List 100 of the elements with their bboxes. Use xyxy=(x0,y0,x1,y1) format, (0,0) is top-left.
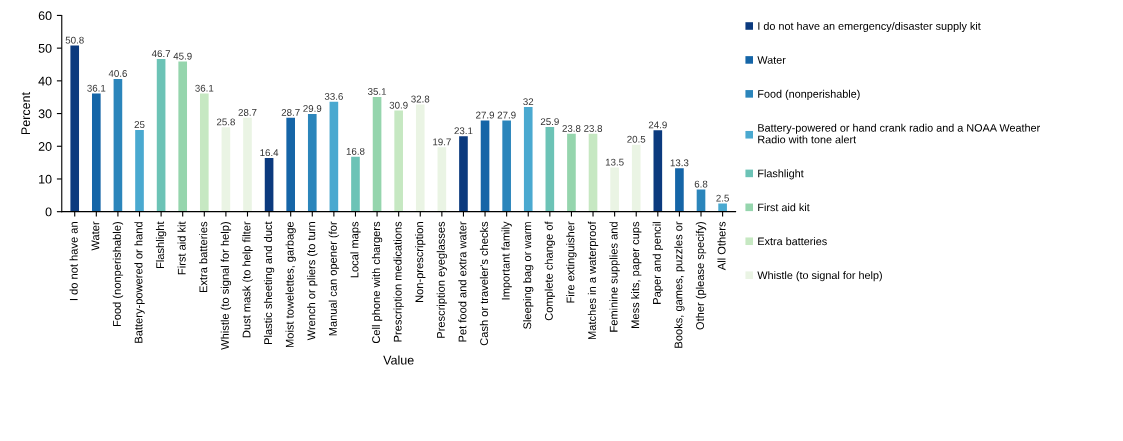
data-label: 23.8 xyxy=(584,125,603,132)
data-label: 28.7 xyxy=(238,109,257,116)
data-label: 32.8 xyxy=(411,95,430,103)
x-tick-label: Cash or traveler's checks xyxy=(479,221,489,346)
data-label: 33.6 xyxy=(324,92,343,100)
data-label: 23.8 xyxy=(562,125,581,132)
data-label: 20.5 xyxy=(627,135,646,143)
x-tick-label: Water xyxy=(91,221,100,251)
bar xyxy=(243,117,252,212)
x-tick-label: Fire extinguisher xyxy=(566,221,577,303)
bar xyxy=(286,117,295,212)
data-label: 29.9 xyxy=(303,105,322,112)
data-label: 27.9 xyxy=(497,111,516,119)
legend-label: Battery-powered or hand crank radio and a NOAA Weather Radio with tone alert xyxy=(758,123,1040,144)
x-tick-label: First aid kit xyxy=(177,221,186,275)
bar xyxy=(264,158,274,212)
x-tick-label: Complete change of xyxy=(544,221,556,321)
bar xyxy=(502,120,511,212)
legend-label: Flashlight xyxy=(758,169,804,180)
bar xyxy=(329,101,339,212)
x-tick-label: Moist towelettes, garbage xyxy=(285,221,296,348)
data-label: 36.1 xyxy=(87,84,106,92)
bar xyxy=(394,110,403,212)
bar xyxy=(567,133,576,212)
x-tick-label: Mess kits, paper cups xyxy=(631,221,642,328)
x-tick-label: Feminine supplies and xyxy=(609,222,620,332)
y-tick-label: 60 xyxy=(38,11,52,21)
x-tick-label: Sleeping bag or warm xyxy=(523,222,534,329)
data-label: 2.5 xyxy=(716,194,729,202)
data-label: 25.8 xyxy=(216,118,235,126)
data-label: 24.9 xyxy=(648,121,667,129)
y-tick-label: 50 xyxy=(38,43,52,53)
data-label: 32 xyxy=(523,98,534,106)
x-tick-label: Dust mask (to help filter xyxy=(242,221,253,338)
data-label: 25.9 xyxy=(540,118,559,126)
y-tick-label: 20 xyxy=(38,142,52,151)
x-tick-label: Prescription eyeglasses xyxy=(436,221,448,338)
bar xyxy=(653,130,663,212)
bar xyxy=(372,96,382,212)
data-label: 16.8 xyxy=(346,147,365,155)
y-tick-label: 30 xyxy=(38,109,52,119)
x-tick-label: Plastic sheeting and duct xyxy=(263,221,275,345)
bar xyxy=(113,78,123,212)
x-tick-label: Paper and pencil xyxy=(652,222,663,304)
data-label: 6.8 xyxy=(694,180,708,188)
bar xyxy=(199,93,209,212)
data-label: 28.7 xyxy=(281,109,300,116)
bar xyxy=(696,189,706,212)
x-tick-label: Wrench or pliers (to turn xyxy=(307,222,318,341)
bar xyxy=(307,113,317,212)
x-tick-label: Battery-powered or hand xyxy=(134,222,145,343)
legend-label: First aid kit xyxy=(758,203,810,212)
x-tick-label: Extra batteries xyxy=(199,221,208,293)
x-tick-label: Important family xyxy=(501,221,512,300)
data-label: 35.1 xyxy=(367,88,387,95)
bar xyxy=(351,156,360,212)
legend-label: Food (nonperishable) xyxy=(758,89,860,100)
bar xyxy=(70,45,80,212)
data-label: 25 xyxy=(134,121,145,128)
bar xyxy=(415,104,425,212)
bar xyxy=(588,133,598,212)
data-label: 40.6 xyxy=(108,70,127,77)
bar xyxy=(156,58,166,212)
bar xyxy=(480,120,490,212)
data-label: 46.7 xyxy=(151,50,171,58)
legend-label: I do not have an emergency/disaster supply kit xyxy=(758,21,981,33)
x-tick-label: Flashlight xyxy=(155,221,167,269)
y-tick-label: 10 xyxy=(39,174,52,184)
x-tick-label: Manual can opener (for xyxy=(328,221,340,336)
bar xyxy=(221,127,231,212)
x-tick-label: Pet food and extra water xyxy=(458,221,467,342)
y-tick-label: 40 xyxy=(38,76,52,86)
x-tick-label: Local maps xyxy=(350,221,361,278)
bar xyxy=(523,107,533,212)
legend-label: Water xyxy=(757,56,786,64)
x-tick-label: Non-prescription xyxy=(415,222,426,302)
x-tick-label: I do not have an xyxy=(69,222,78,301)
y-axis-title: Percent xyxy=(21,92,31,135)
bar xyxy=(92,93,101,212)
bar xyxy=(631,144,641,212)
data-label: 36.1 xyxy=(195,84,214,92)
x-tick-label: Food (nonperishable) xyxy=(112,222,124,327)
x-tick-label: Matches in a waterproof xyxy=(587,221,599,340)
bar xyxy=(135,129,144,212)
x-axis-title: Value xyxy=(383,355,414,365)
data-label: 50.8 xyxy=(65,36,84,44)
data-label: 13.3 xyxy=(670,159,689,167)
bar xyxy=(545,126,555,212)
bar xyxy=(178,61,188,212)
x-tick-label: Books, games, puzzles or xyxy=(674,221,685,348)
bar xyxy=(437,147,447,212)
x-tick-label: Cell phone with chargers xyxy=(371,221,383,344)
bar xyxy=(675,168,684,212)
data-label: 27.9 xyxy=(476,111,495,119)
data-label: 30.9 xyxy=(389,101,408,109)
y-tick-label: 0 xyxy=(45,207,52,217)
data-label: 23.1 xyxy=(454,127,473,135)
bar xyxy=(610,167,619,212)
x-tick-label: Whistle (to signal for help) xyxy=(220,222,232,350)
data-label: 45.9 xyxy=(173,52,192,60)
